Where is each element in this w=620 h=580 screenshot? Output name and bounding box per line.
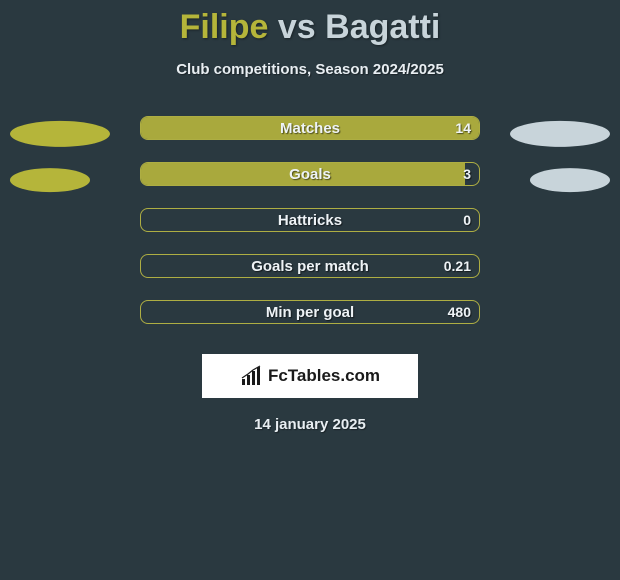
stat-row: Hattricks0 xyxy=(0,206,620,252)
subtitle: Club competitions, Season 2024/2025 xyxy=(0,61,620,78)
stat-label: Matches xyxy=(141,120,479,137)
player1-ellipse xyxy=(10,168,90,192)
player2-ellipse xyxy=(530,168,610,192)
stat-row: Matches14 xyxy=(0,114,620,160)
brand-box: FcTables.com xyxy=(202,354,418,398)
stat-label: Goals per match xyxy=(141,258,479,275)
stat-rows: Matches14 Goals3 Hattricks0 Goals per match… xyxy=(0,114,620,344)
stat-bar: Hattricks0 xyxy=(140,208,480,232)
chart-icon xyxy=(240,365,264,387)
stat-bar: Min per goal480 xyxy=(140,300,480,324)
stat-bar: Goals3 xyxy=(140,162,480,186)
player1-ellipse xyxy=(10,121,110,147)
player1-name: Filipe xyxy=(180,8,269,46)
stat-value: 3 xyxy=(463,166,471,182)
stat-label: Min per goal xyxy=(141,304,479,321)
stat-label: Hattricks xyxy=(141,212,479,229)
stat-row: Goals per match0.21 xyxy=(0,252,620,298)
brand-text: FcTables.com xyxy=(268,366,380,386)
player2-name: Bagatti xyxy=(325,8,440,46)
player2-ellipse xyxy=(510,121,610,147)
stat-value: 14 xyxy=(455,120,471,136)
stat-value: 0 xyxy=(463,212,471,228)
stat-value: 480 xyxy=(448,304,471,320)
stat-label: Goals xyxy=(141,166,479,183)
stat-bar: Goals per match0.21 xyxy=(140,254,480,278)
stat-bar: Matches14 xyxy=(140,116,480,140)
stat-value: 0.21 xyxy=(444,258,471,274)
stat-row: Goals3 xyxy=(0,160,620,206)
vs-text: vs xyxy=(278,8,316,46)
page-title: Filipe vs Bagatti xyxy=(0,0,620,47)
date-text: 14 january 2025 xyxy=(0,416,620,433)
stat-row: Min per goal480 xyxy=(0,298,620,344)
